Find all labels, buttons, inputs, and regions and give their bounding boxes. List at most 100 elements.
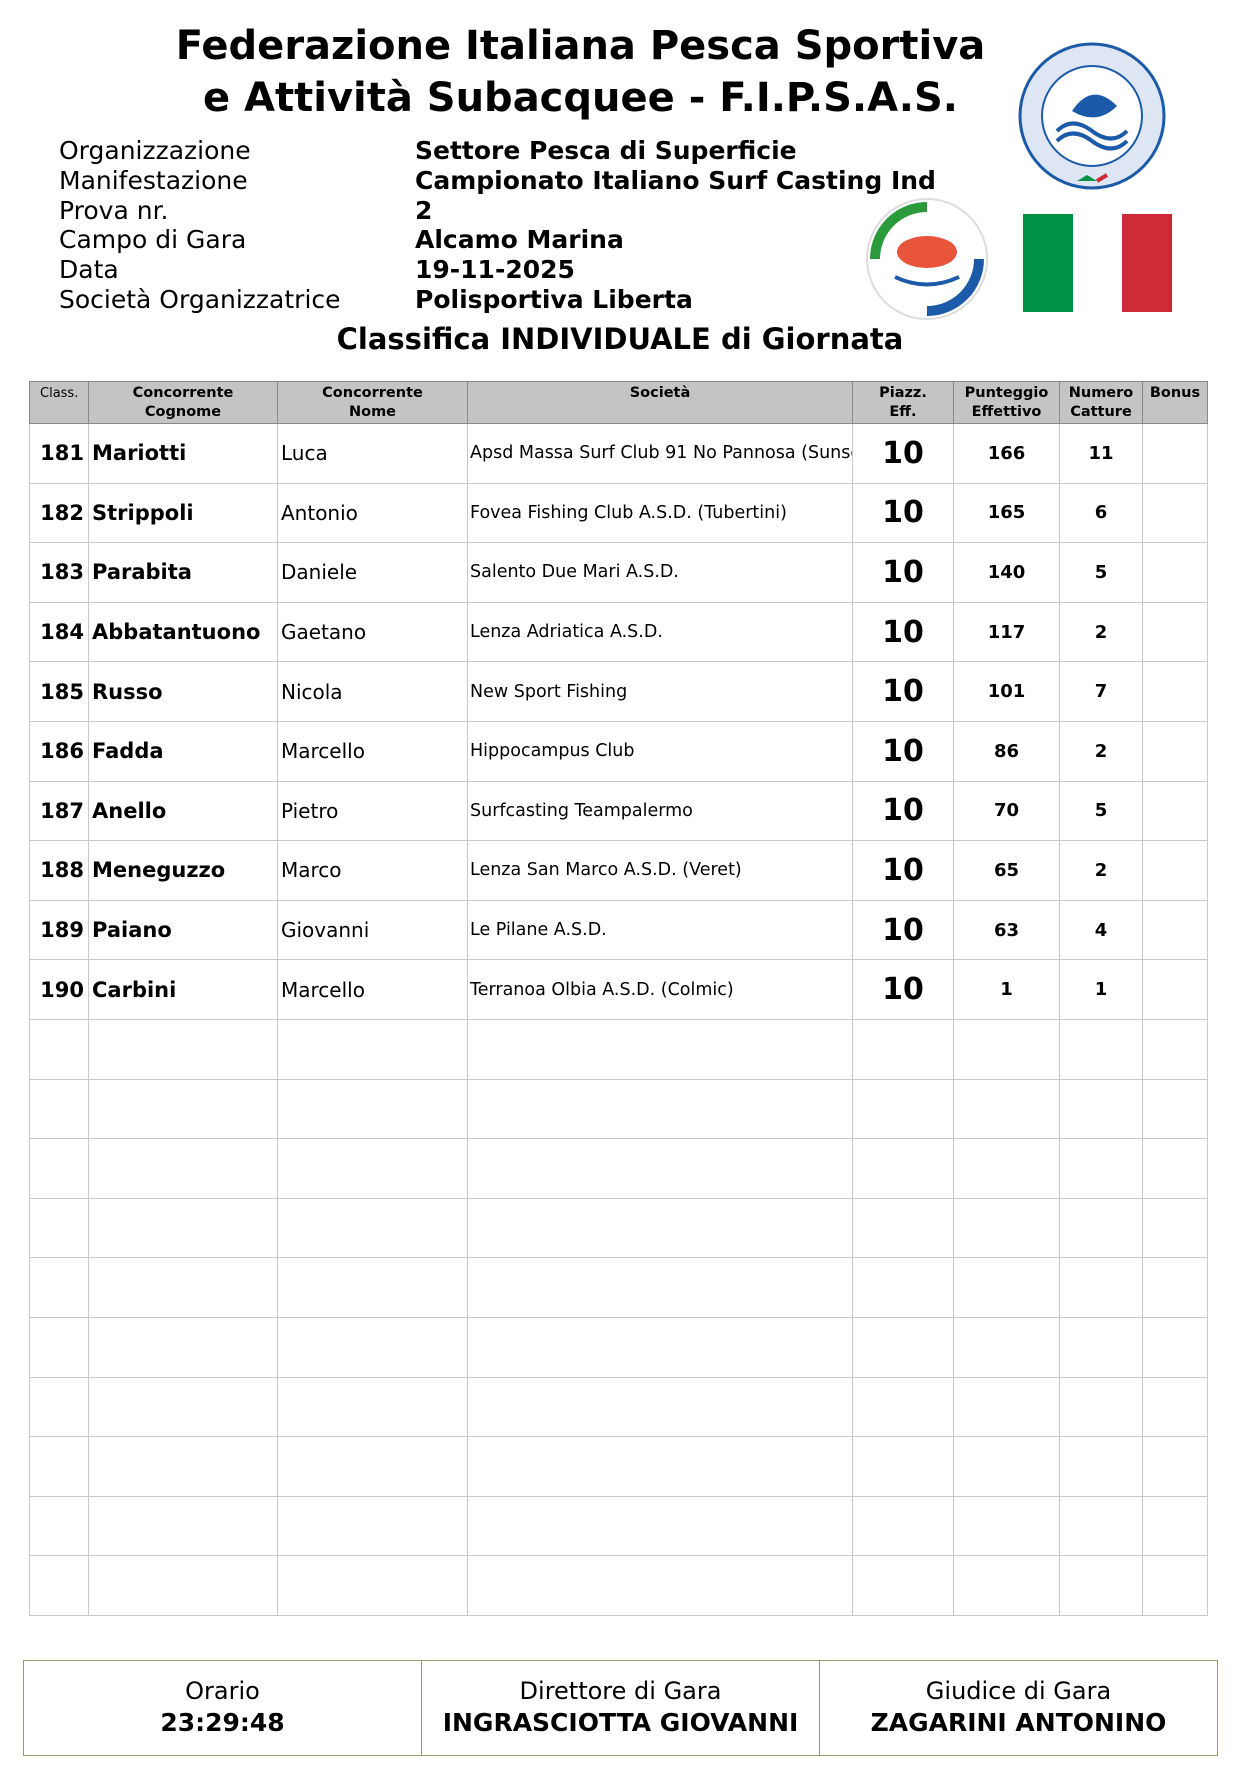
empty-cell — [1059, 1197, 1143, 1259]
empty-cell — [852, 1257, 954, 1318]
cell-pos: 187 — [29, 780, 89, 842]
info-row: Organizzazione Settore Pesca di Superfici… — [59, 136, 936, 166]
cell-piazz: 10 — [852, 780, 954, 842]
table-row: 186 Fadda Marcello Hippocampus Club 10 86 2 — [29, 720, 1208, 782]
footer: Orario 23:29:48 Direttore di Gara INGRASCI… — [23, 1660, 1218, 1756]
info-row: Società Organizzatrice Polisportiva Liber… — [59, 285, 936, 315]
cell-piazz: 10 — [852, 423, 954, 484]
cell-bonus — [1142, 780, 1208, 842]
empty-cell — [852, 1138, 954, 1199]
empty-cell — [29, 1197, 89, 1259]
cell-name: Daniele — [277, 542, 468, 603]
empty-cell — [467, 1257, 853, 1318]
cell-catches: 2 — [1059, 840, 1143, 901]
column-header: Concorrente Nome — [277, 381, 468, 424]
empty-cell — [29, 1376, 89, 1438]
empty-cell — [1059, 1316, 1143, 1378]
cell-catches: 11 — [1059, 423, 1143, 484]
empty-row — [29, 1376, 1208, 1438]
cell-name: Marcello — [277, 959, 468, 1020]
empty-cell — [953, 1018, 1060, 1080]
column-header: Concorrente Cognome — [88, 381, 278, 424]
cell-piazz: 10 — [852, 959, 954, 1020]
ranking-table: Class. Concorrente Cognome Concorrente Nom… — [29, 381, 1208, 1616]
event-info: Organizzazione Settore Pesca di Superfici… — [59, 136, 936, 315]
empty-cell — [953, 1495, 1060, 1557]
cell-club: Lenza San Marco A.S.D. (Veret) — [467, 840, 853, 901]
empty-row — [29, 1197, 1208, 1259]
cell-score: 101 — [953, 661, 1060, 722]
info-value: 2 — [415, 195, 433, 225]
empty-cell — [852, 1018, 954, 1080]
info-row: Prova nr. 2 — [59, 196, 936, 226]
empty-cell — [29, 1436, 89, 1497]
footer-judge: Giudice di Gara ZAGARINI ANTONINO — [819, 1661, 1217, 1755]
empty-cell — [1142, 1436, 1208, 1497]
title-line-2: e Attività Subacquee - F.I.P.S.A.S. — [202, 75, 959, 121]
cell-piazz: 10 — [852, 840, 954, 901]
empty-cell — [1142, 1197, 1208, 1259]
cell-club: New Sport Fishing — [467, 661, 853, 722]
empty-row — [29, 1138, 1208, 1199]
cell-pos: 186 — [29, 720, 89, 782]
empty-cell — [277, 1436, 468, 1497]
empty-cell — [467, 1495, 853, 1557]
empty-cell — [88, 1316, 278, 1378]
footer-label: Direttore di Gara — [519, 1677, 722, 1705]
cell-catches: 1 — [1059, 959, 1143, 1020]
document-title: Federazione Italiana Pesca Sportiva e At… — [0, 20, 1241, 124]
info-value: Settore Pesca di Superficie — [415, 136, 797, 165]
cell-pos: 184 — [29, 601, 89, 663]
empty-cell — [88, 1197, 278, 1259]
cell-catches: 6 — [1059, 482, 1143, 544]
empty-cell — [1059, 1495, 1143, 1557]
empty-cell — [88, 1376, 278, 1438]
cell-surname: Carbini — [88, 959, 278, 1020]
empty-row — [29, 1018, 1208, 1080]
empty-cell — [88, 1436, 278, 1497]
cell-surname: Russo — [88, 661, 278, 722]
cell-piazz: 10 — [852, 720, 954, 782]
cell-surname: Abbatantuono — [88, 601, 278, 663]
empty-cell — [29, 1495, 89, 1557]
info-label: Data — [59, 255, 119, 285]
empty-cell — [88, 1078, 278, 1140]
empty-cell — [29, 1018, 89, 1080]
info-row: Campo di Gara Alcamo Marina — [59, 225, 936, 255]
info-label: Organizzazione — [59, 136, 251, 165]
empty-cell — [29, 1078, 89, 1140]
cell-club: Apsd Massa Surf Club 91 No Pannosa (Suns… — [467, 423, 853, 484]
cell-pos: 190 — [29, 959, 89, 1020]
empty-cell — [1059, 1257, 1143, 1318]
cell-surname: Anello — [88, 780, 278, 842]
column-header: Società — [467, 381, 853, 424]
table-row: 182 Strippoli Antonio Fovea Fishing Club A.… — [29, 482, 1208, 544]
column-header: Numero Catture — [1059, 381, 1143, 424]
empty-cell — [852, 1495, 954, 1557]
empty-cell — [277, 1495, 468, 1557]
cell-pos: 181 — [29, 423, 89, 484]
cell-surname: Fadda — [88, 720, 278, 782]
cell-bonus — [1142, 720, 1208, 782]
cell-pos: 183 — [29, 542, 89, 603]
cell-name: Nicola — [277, 661, 468, 722]
cell-name: Luca — [277, 423, 468, 484]
info-value: Polisportiva Liberta — [415, 284, 693, 314]
cell-club: Fovea Fishing Club A.S.D. (Tubertini) — [467, 482, 853, 544]
cell-catches: 5 — [1059, 780, 1143, 842]
empty-cell — [29, 1316, 89, 1378]
cell-bonus — [1142, 423, 1208, 484]
info-label: Società Organizzatrice — [59, 284, 341, 314]
column-header: Bonus — [1142, 381, 1208, 424]
cell-pos: 189 — [29, 899, 89, 961]
empty-cell — [1142, 1257, 1208, 1318]
cell-name: Marcello — [277, 720, 468, 782]
empty-row — [29, 1257, 1208, 1318]
empty-cell — [1142, 1555, 1208, 1616]
footer-value: ZAGARINI ANTONINO — [870, 1708, 1167, 1737]
table-row: 190 Carbini Marcello Terranoa Olbia A.S.D. … — [29, 959, 1208, 1020]
cell-score: 165 — [953, 482, 1060, 544]
cell-score: 140 — [953, 542, 1060, 603]
empty-cell — [852, 1316, 954, 1378]
column-header: Piazz. Eff. — [852, 381, 954, 424]
